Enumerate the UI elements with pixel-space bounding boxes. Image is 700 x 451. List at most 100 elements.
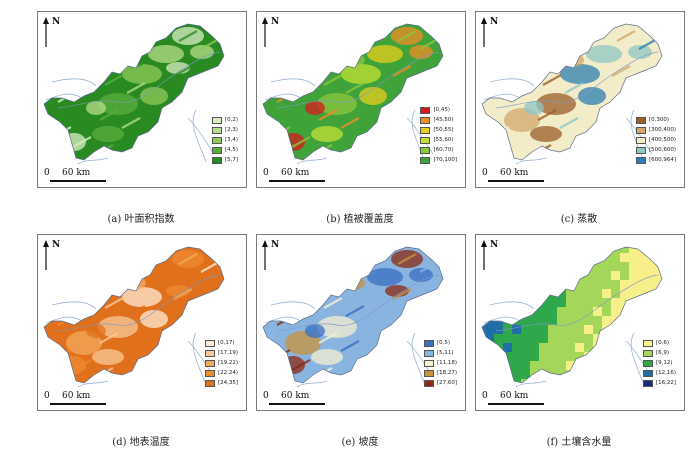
legend-swatch [423, 340, 434, 347]
scale-line [50, 403, 106, 405]
panel-a: N 0 60 km [0,2) [2,3) [3,4) [4,5) [5,7] [37, 11, 247, 188]
legend-swatch [642, 380, 653, 387]
outside-rivers [45, 301, 215, 388]
scale-bar: 0 60 km [482, 168, 552, 184]
scale-distance-label: 60 km [62, 391, 91, 401]
legend-label: [17,19) [217, 350, 238, 356]
outside-rivers [483, 78, 653, 165]
legend-swatch [204, 370, 215, 377]
legend-swatch [423, 380, 434, 387]
map-svg [481, 246, 663, 388]
panel-b: N 0 60 km [0,45) [45,50) [50,55) [55,60) [60,70… [256, 11, 466, 188]
legend-item: [9,12) [642, 359, 676, 368]
inner-river [495, 51, 659, 109]
legend-item: [300,400) [635, 126, 676, 135]
legend-swatch [635, 157, 646, 164]
region-boundary [262, 246, 444, 384]
legend-label: [19,22) [217, 360, 238, 366]
region-boundary [481, 246, 663, 384]
legend-label: [45,50) [433, 117, 454, 123]
legend-item: [3,4) [211, 136, 238, 145]
outside-rivers [264, 78, 434, 165]
map-legend: [0,5) [5,11) [11,18) [18,27) [27,60] [423, 339, 457, 389]
legend-item: [5,11) [423, 349, 457, 358]
legend-label: [50,55) [433, 127, 454, 133]
scale-distance-label: 60 km [500, 391, 529, 401]
scale-bar: 0 60 km [44, 391, 114, 407]
panel-e: N 0 60 km [0,5) [5,11) [11,18) [18,27) [27,60] [256, 234, 466, 411]
caption-c: (c) 蒸散 [560, 214, 598, 225]
legend-label: [55,60) [433, 137, 454, 143]
panel-c: N 0 60 km [0,300) [300,400) [400,500) [500,600… [475, 11, 685, 188]
scale-line [269, 180, 325, 182]
north-label: N [490, 17, 499, 27]
legend-label: [5,7] [224, 157, 238, 163]
legend-swatch [635, 117, 646, 124]
legend-item: [45,50) [420, 116, 457, 125]
legend-item: [5,7] [211, 156, 238, 165]
north-label: N [52, 240, 61, 250]
north-arrow-icon [261, 17, 275, 49]
legend-label: [500,600) [648, 147, 676, 153]
legend-label: [5,11) [436, 350, 454, 356]
caption-b: (b) 植被覆盖度 [326, 214, 394, 225]
legend-item: [4,5) [211, 146, 238, 155]
map-svg [481, 23, 663, 165]
legend-item: [0,17) [204, 339, 238, 348]
legend-label: [400,500) [648, 137, 676, 143]
legend-item: [400,500) [635, 136, 676, 145]
legend-swatch [635, 137, 646, 144]
legend-swatch [211, 127, 222, 134]
north-label: N [52, 17, 61, 27]
legend-label: [3,4) [224, 137, 238, 143]
inner-river [276, 51, 440, 109]
north-arrow-icon [480, 17, 494, 49]
legend-swatch [420, 137, 431, 144]
legend-swatch [204, 350, 215, 357]
scale-bar: 0 60 km [482, 391, 552, 407]
map-legend: [0,45) [45,50) [50,55) [55,60) [60,70) [70,10… [420, 106, 457, 166]
legend-swatch [420, 127, 431, 134]
legend-swatch [420, 107, 431, 114]
legend-item: [50,55) [420, 126, 457, 135]
scale-bar: 0 60 km [44, 168, 114, 184]
map-svg [262, 246, 444, 388]
legend-swatch [642, 370, 653, 377]
map-svg [262, 23, 444, 165]
caption-d: (d) 地表温度 [112, 437, 170, 448]
scale-line [488, 180, 544, 182]
legend-label: [60,70) [433, 147, 454, 153]
legend-item: [0,300) [635, 116, 676, 125]
legend-label: [27,60] [436, 380, 457, 386]
legend-label: [2,3) [224, 127, 238, 133]
map-svg [43, 246, 225, 388]
legend-label: [0,5) [436, 340, 450, 346]
scale-distance-label: 60 km [500, 168, 529, 178]
legend-label: [0,45) [433, 107, 450, 113]
north-arrow-icon [261, 240, 275, 272]
panel-f: N 0 60 km [0,6) [6,9) [9,12) [12,16) [16,22] [475, 234, 685, 411]
legend-label: [18,27) [436, 370, 457, 376]
legend-item: [0,45) [420, 106, 457, 115]
region-boundary [262, 23, 444, 161]
inner-river [276, 274, 440, 332]
legend-label: [6,9) [655, 350, 669, 356]
legend-label: [22,24) [217, 370, 238, 376]
scale-zero-label: 0 [44, 391, 50, 401]
inner-river [57, 51, 221, 109]
north-label: N [490, 240, 499, 250]
legend-item: [11,18) [423, 359, 457, 368]
legend-swatch [423, 360, 434, 367]
legend-item: [6,9) [642, 349, 676, 358]
legend-item: [60,70) [420, 146, 457, 155]
legend-item: [22,24) [204, 369, 238, 378]
inner-river [57, 274, 221, 332]
legend-label: [12,16) [655, 370, 676, 376]
north-label: N [271, 240, 280, 250]
legend-label: [0,6) [655, 340, 669, 346]
map-legend: [0,2) [2,3) [3,4) [4,5) [5,7] [211, 116, 238, 166]
outside-rivers [483, 301, 653, 388]
legend-swatch [211, 147, 222, 154]
legend-item: [24,35] [204, 379, 238, 388]
legend-item: [12,16) [642, 369, 676, 378]
